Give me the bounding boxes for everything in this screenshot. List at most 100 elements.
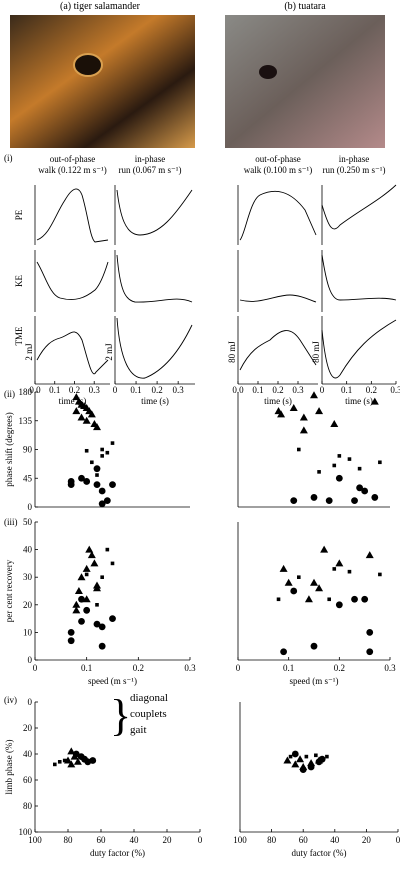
point xyxy=(310,391,318,399)
point xyxy=(109,481,116,489)
point xyxy=(72,750,80,758)
point xyxy=(93,584,101,592)
y-tick-label: 0 xyxy=(28,502,33,512)
point xyxy=(78,617,85,625)
point xyxy=(310,494,318,501)
point xyxy=(332,463,337,468)
point xyxy=(299,766,307,773)
y-tick-label: 20 xyxy=(23,723,33,733)
brace: } xyxy=(110,691,131,740)
point xyxy=(95,603,99,607)
x-tick-label: 0.3 xyxy=(89,385,101,395)
x-tick-label: 0.2 xyxy=(366,385,377,395)
y-axis-label: limb phase (%) xyxy=(4,740,14,795)
y-tick-label: 0 xyxy=(28,655,33,665)
point xyxy=(67,760,76,768)
point xyxy=(347,457,352,461)
photo xyxy=(10,15,195,148)
point xyxy=(83,478,91,485)
point xyxy=(327,597,331,602)
y-tick-label: 80 xyxy=(23,801,33,811)
y-axis-label: per cent recovery xyxy=(4,559,14,622)
row-label: KE xyxy=(14,275,24,287)
panel-label: (i) xyxy=(4,153,13,163)
x-tick-label: 20 xyxy=(163,835,173,845)
point xyxy=(299,426,308,434)
point xyxy=(276,597,281,602)
y-tick-label: 30 xyxy=(23,572,33,582)
point xyxy=(73,757,82,765)
point xyxy=(304,595,313,603)
x-tick-label: 0 xyxy=(198,835,203,845)
point xyxy=(337,454,342,458)
point xyxy=(77,413,86,421)
x-tick-label: 0.2 xyxy=(151,385,162,395)
point xyxy=(310,642,318,650)
point xyxy=(84,448,89,453)
annotation: couplets xyxy=(130,708,167,720)
point xyxy=(57,760,62,764)
x-tick-label: 0.3 xyxy=(390,385,400,395)
point xyxy=(90,559,99,567)
photo-eye xyxy=(259,65,277,79)
photo xyxy=(225,15,385,148)
x-tick-label: 0.3 xyxy=(292,385,304,395)
y-tick-label: 10 xyxy=(23,627,33,637)
point xyxy=(361,595,369,603)
point xyxy=(335,559,344,567)
point xyxy=(53,762,57,767)
point xyxy=(72,606,81,614)
y-tick-label: 20 xyxy=(23,600,33,610)
point xyxy=(110,561,115,566)
y-tick-label: 135 xyxy=(19,416,33,426)
x-axis-label: duty factor (%) xyxy=(292,848,347,858)
axis-label: time (s) xyxy=(264,396,292,406)
column-title: run (0.067 m s⁻¹) xyxy=(119,165,182,175)
point xyxy=(89,757,97,764)
point xyxy=(98,623,106,631)
point xyxy=(291,750,299,758)
x-tick-label: 0.2 xyxy=(334,663,345,673)
point xyxy=(98,487,106,495)
point xyxy=(297,447,301,452)
point xyxy=(288,754,293,759)
point xyxy=(325,497,333,505)
point xyxy=(100,454,104,458)
point xyxy=(67,637,75,645)
column-title: out-of-phase xyxy=(255,154,300,164)
point xyxy=(297,575,301,579)
point xyxy=(72,600,81,608)
point xyxy=(77,573,86,581)
y-tick-label: 40 xyxy=(23,545,33,555)
x-axis-label: speed (m s⁻¹) xyxy=(290,676,339,686)
point xyxy=(304,754,309,759)
point xyxy=(371,494,379,501)
point xyxy=(87,551,96,559)
point xyxy=(317,470,321,474)
x-tick-label: 0.1 xyxy=(283,663,294,673)
point xyxy=(366,629,374,636)
x-tick-label: 20 xyxy=(362,835,372,845)
point xyxy=(289,403,298,411)
point xyxy=(93,465,101,473)
scale-label: 80 mJ xyxy=(311,341,321,363)
point xyxy=(284,578,293,586)
point xyxy=(366,648,374,656)
panel-label: (iii) xyxy=(4,517,18,527)
x-axis-label: duty factor (%) xyxy=(90,848,145,858)
x-tick-label: 60 xyxy=(97,835,107,845)
point xyxy=(98,500,106,508)
x-tick-label: 0.0 xyxy=(232,385,244,395)
column-title: walk (0.100 m s⁻¹) xyxy=(244,165,312,175)
point xyxy=(318,755,326,763)
point xyxy=(98,642,106,650)
point xyxy=(325,754,329,759)
x-tick-label: 0.0 xyxy=(29,385,41,395)
y-tick-label: 100 xyxy=(19,827,33,837)
point xyxy=(93,481,101,489)
column-title: walk (0.122 m s⁻¹) xyxy=(38,165,106,175)
point xyxy=(67,629,75,636)
point xyxy=(93,423,101,431)
point xyxy=(280,648,287,656)
